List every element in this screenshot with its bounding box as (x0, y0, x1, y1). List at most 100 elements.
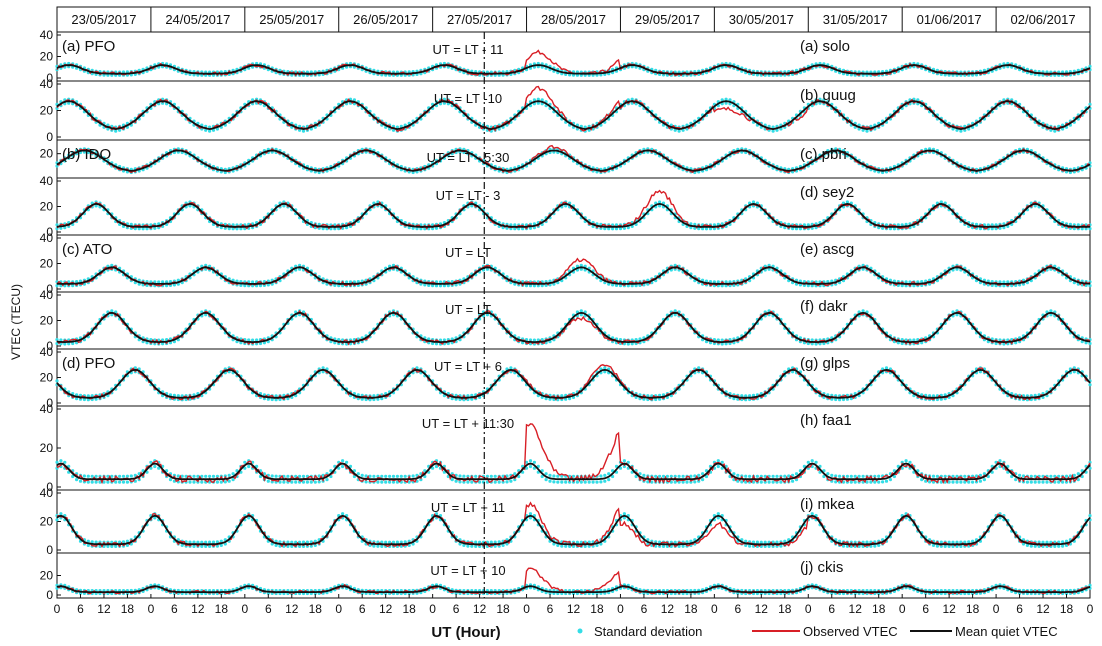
std-dev-point (618, 338, 623, 342)
std-dev-point (708, 341, 713, 345)
std-dev-point (798, 227, 803, 231)
std-dev-point (71, 474, 75, 479)
ut-lt-annotation: UT = LT - 11 (433, 42, 504, 57)
std-dev-point (1053, 480, 1057, 484)
std-dev-point (1076, 478, 1080, 482)
std-dev-point (916, 280, 920, 284)
std-dev-point (673, 309, 677, 313)
std-dev-point (1014, 283, 1018, 287)
std-dev-point (1002, 284, 1006, 288)
std-dev-point (380, 480, 384, 484)
std-dev-point (634, 284, 638, 288)
std-dev-point (912, 97, 916, 101)
std-dev-point (489, 540, 493, 544)
std-dev-point (204, 128, 208, 132)
std-dev-point (794, 282, 799, 286)
std-dev-point (75, 397, 79, 401)
std-dev-point (317, 222, 321, 226)
std-dev-point (298, 128, 302, 132)
std-dev-point (959, 544, 963, 549)
std-dev-point (955, 540, 959, 544)
std-dev-point (1080, 474, 1084, 479)
std-dev-point (853, 540, 857, 544)
std-dev-point (59, 338, 63, 342)
std-dev-point (685, 540, 689, 544)
std-dev-point (552, 474, 556, 478)
std-dev-point (200, 474, 204, 478)
std-dev-point (552, 282, 556, 286)
std-dev-point (587, 128, 591, 132)
std-dev-point (607, 282, 611, 286)
std-dev-point (1088, 64, 1092, 68)
std-dev-point (1080, 227, 1084, 231)
std-dev-point (528, 464, 533, 469)
std-dev-point (317, 480, 321, 484)
mean-quiet-vtec-line (56, 514, 1091, 546)
std-dev-point (1033, 544, 1037, 548)
std-dev-point (638, 283, 642, 287)
std-dev-point (376, 480, 380, 484)
std-dev-point (587, 480, 591, 484)
std-dev-point (658, 204, 662, 208)
std-dev-point (865, 480, 869, 484)
std-dev-point (1084, 227, 1088, 231)
std-dev-point (669, 474, 673, 478)
std-dev-point (94, 397, 98, 401)
std-dev-point (348, 280, 353, 284)
std-dev-point (814, 342, 818, 346)
std-dev-point (298, 474, 302, 478)
std-dev-point (251, 98, 255, 102)
std-dev-point (204, 540, 208, 544)
std-dev-point (767, 124, 771, 128)
std-dev-point (1010, 474, 1014, 479)
std-dev-point (544, 472, 548, 476)
std-dev-point (352, 474, 356, 479)
std-dev-point (442, 97, 446, 101)
std-dev-point (59, 459, 63, 463)
std-dev-point (301, 474, 306, 478)
std-dev-point (161, 342, 165, 346)
std-dev-point (474, 474, 478, 478)
std-dev-point (560, 394, 564, 398)
std-dev-point (845, 544, 850, 548)
std-dev-point (239, 341, 243, 345)
std-dev-point (129, 474, 133, 478)
std-dev-point (90, 394, 94, 398)
std-dev-point (286, 544, 290, 549)
std-dev-point (438, 280, 443, 284)
std-dev-point (693, 480, 697, 484)
std-dev-point (611, 474, 615, 479)
std-dev-point (86, 539, 90, 543)
std-dev-point (748, 544, 752, 548)
region-label: (b) IDO (62, 146, 111, 163)
std-dev-point (204, 267, 208, 271)
std-dev-point (689, 226, 693, 230)
std-dev-point (716, 516, 720, 520)
std-dev-point (262, 341, 266, 345)
std-dev-point (301, 480, 306, 484)
std-dev-point (568, 480, 572, 484)
y-tick-label: 20 (40, 515, 54, 529)
std-dev-point (501, 480, 505, 484)
std-dev-point (388, 540, 392, 544)
std-dev-point (345, 280, 349, 284)
std-dev-point (697, 473, 701, 477)
std-dev-point (388, 480, 392, 484)
std-dev-point (532, 284, 537, 288)
std-dev-point (278, 540, 282, 544)
std-dev-point (1049, 313, 1053, 317)
std-dev-point (282, 480, 286, 484)
std-dev-point (356, 472, 360, 476)
std-dev-point (849, 480, 853, 484)
std-dev-point (654, 474, 658, 478)
std-dev-point (544, 397, 548, 401)
std-dev-point (673, 128, 677, 132)
std-dev-point (935, 474, 940, 478)
std-dev-point (638, 472, 642, 476)
std-dev-point (564, 480, 568, 484)
std-dev-point (642, 473, 646, 477)
std-dev-point (1061, 544, 1065, 548)
std-dev-point (881, 226, 885, 230)
std-dev-point (125, 480, 129, 484)
